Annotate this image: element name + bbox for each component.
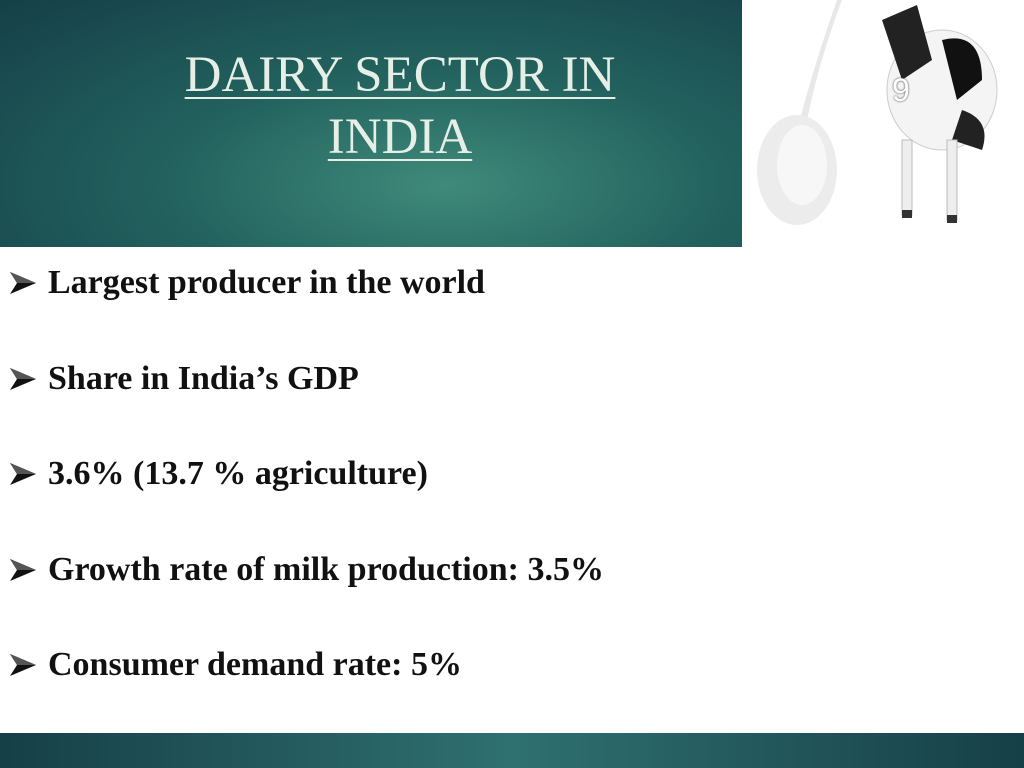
- bullet-arrow: [10, 558, 36, 581]
- milk-cow-picture: [742, 0, 1024, 247]
- bullet-item: Growth rate of milk production: 3.5%: [8, 545, 604, 595]
- slide-title: DAIRY SECTOR IN INDIA: [184, 47, 616, 165]
- bullet-arrow: [10, 272, 36, 294]
- bullet-text: Growth rate of milk production: 3.5%: [48, 550, 604, 588]
- bullet-item: 3.6% (13.7 % agriculture): [8, 449, 428, 499]
- bullet-arrow: [10, 463, 36, 485]
- bullet-text: 3.6% (13.7 % agriculture): [48, 455, 428, 492]
- bullet-item: Consumer demand rate: 5%: [8, 640, 462, 690]
- bullet-arrow: [10, 367, 36, 390]
- bullet-text: Share in India’s GDP: [48, 359, 359, 397]
- bullet-text: Largest producer in the world: [48, 264, 485, 301]
- bullet-text: Consumer demand rate: 5%: [48, 646, 462, 683]
- bullet-item: Largest producer in the world: [8, 258, 485, 308]
- footer-band: [0, 733, 1024, 768]
- bullet-arrow: [10, 654, 36, 676]
- bullet-item: Share in India’s GDP: [8, 354, 359, 404]
- page-number: 9: [892, 72, 910, 108]
- header-band: DAIRY SECTOR IN INDIA: [0, 0, 742, 247]
